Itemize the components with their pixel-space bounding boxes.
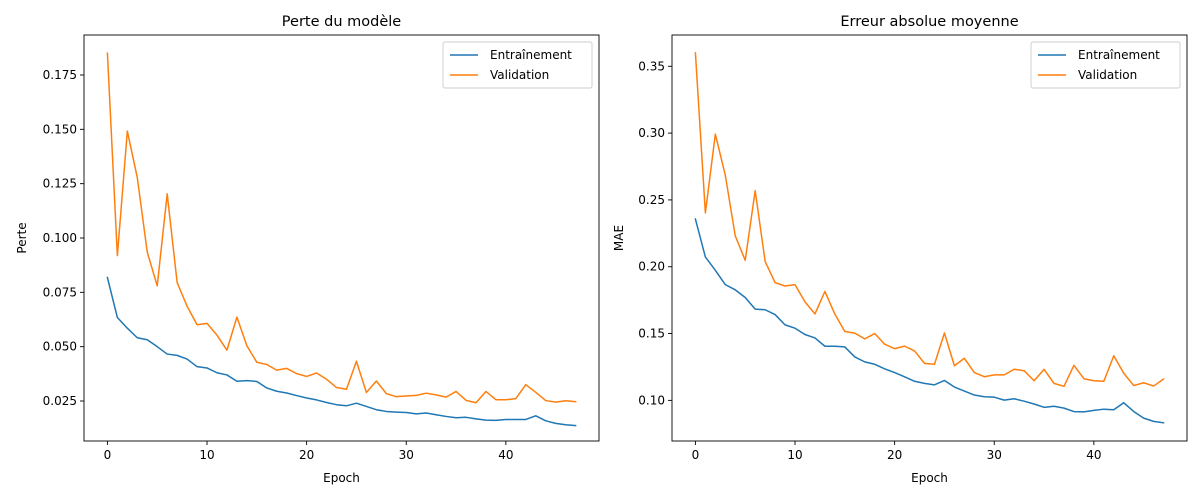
mae-legend-validation-label: Validation: [1078, 68, 1137, 82]
mae-ticks-layer: 0 10 20 30 40 0.10 0.15 0.20 0.25 0.30 0.35: [638, 59, 1101, 462]
mae-legend-train-label: Entraînement: [1078, 48, 1160, 62]
loss-ticks-layer: 0 10 20 30 40 0.025 0.050 0.075 0.100 0.125 0.150 0…: [43, 68, 514, 462]
loss-legend-train-label: Entraînement: [490, 48, 572, 62]
mae-x-axis-label: Epoch: [911, 471, 948, 485]
loss-y-tick-label: 0.100: [43, 231, 77, 245]
mae-x-tick-label: 0: [692, 448, 700, 462]
loss-chart-title: Perte du modèle: [282, 14, 401, 30]
mae-y-axis-label: MAE: [612, 225, 626, 251]
loss-chart: 0 10 20 30 40 0.025 0.050 0.075 0.100 0.125 0.150 0…: [15, 14, 600, 485]
mae-x-tick-label: 10: [787, 448, 802, 462]
mae-x-tick-label: 20: [887, 448, 902, 462]
mae-plot-area: [672, 35, 1187, 441]
loss-x-tick-label: 30: [399, 448, 414, 462]
mae-chart-title: Erreur absolue moyenne: [840, 14, 1018, 30]
mae-train-series-line: [694, 218, 1165, 424]
mae-chart: 0 10 20 30 40 0.10 0.15 0.20 0.25 0.30 0.35 Erreur…: [612, 14, 1188, 485]
loss-validation-series-line: [106, 52, 577, 404]
mae-axes-frame: [671, 34, 1188, 442]
loss-x-tick-label: 10: [199, 448, 214, 462]
loss-legend-validation-label: Validation: [490, 68, 549, 82]
loss-x-tick-label: 20: [299, 448, 314, 462]
mae-y-tick-label: 0.35: [638, 59, 665, 73]
mae-series-layer: [694, 52, 1165, 424]
loss-legend: Entraînement Validation: [442, 41, 593, 89]
mae-legend-box: [1030, 41, 1181, 89]
loss-x-tick-label: 0: [104, 448, 112, 462]
loss-x-tick-label: 40: [498, 448, 513, 462]
loss-y-tick-label: 0.150: [43, 122, 77, 136]
mae-x-tick-label: 30: [987, 448, 1002, 462]
loss-y-tick-label: 0.175: [43, 68, 77, 82]
mae-y-tick-label: 0.30: [638, 126, 665, 140]
loss-legend-box: [442, 41, 593, 89]
mae-legend: Entraînement Validation: [1030, 41, 1181, 89]
mae-y-tick-label: 0.20: [638, 260, 665, 274]
loss-plot-area: [84, 35, 599, 441]
loss-y-tick-label: 0.050: [43, 340, 77, 354]
loss-y-axis-label: Perte: [15, 222, 29, 253]
loss-train-series-line: [106, 276, 577, 427]
loss-y-tick-label: 0.125: [43, 177, 77, 191]
loss-y-tick-label: 0.025: [43, 394, 77, 408]
loss-x-axis-label: Epoch: [323, 471, 360, 485]
mae-y-tick-label: 0.10: [638, 393, 665, 407]
loss-y-tick-label: 0.075: [43, 285, 77, 299]
mae-validation-series-line: [694, 52, 1165, 388]
loss-series-layer: [106, 52, 577, 427]
mae-y-tick-label: 0.15: [638, 327, 665, 341]
mae-x-tick-label: 40: [1086, 448, 1101, 462]
mae-y-tick-label: 0.25: [638, 193, 665, 207]
